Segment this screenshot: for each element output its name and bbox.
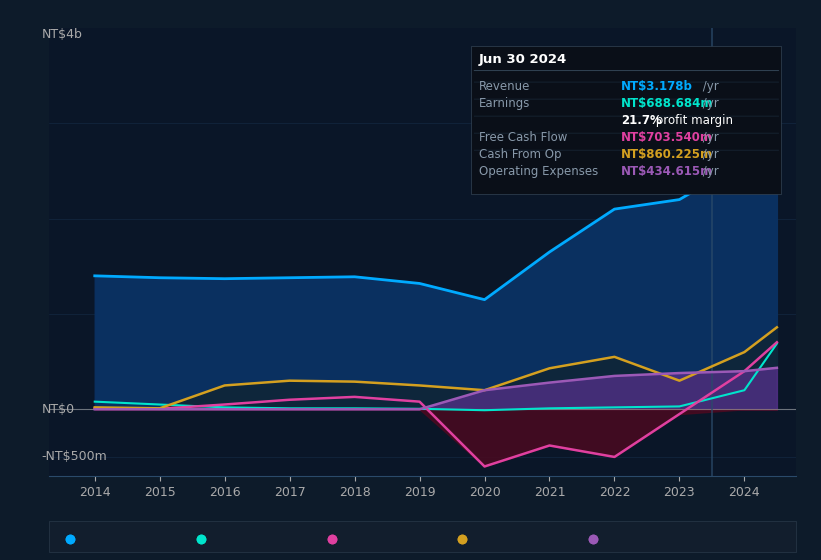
Text: /yr: /yr <box>699 165 719 178</box>
Revenue <box>350 273 360 280</box>
Text: Free Cash Flow: Free Cash Flow <box>342 528 430 541</box>
Cash From Op <box>350 378 360 385</box>
Revenue <box>220 276 230 282</box>
Earnings <box>415 405 424 412</box>
FancyBboxPatch shape <box>471 46 782 194</box>
Operating Expenses <box>609 372 619 379</box>
Cash From Op <box>220 382 230 389</box>
Text: Operating Expenses: Operating Expenses <box>479 165 598 178</box>
Operating Expenses <box>350 406 360 413</box>
Revenue <box>772 103 782 110</box>
FancyBboxPatch shape <box>49 521 796 552</box>
Revenue <box>89 273 99 279</box>
Cash From Op <box>89 404 99 410</box>
Text: Cash From Op: Cash From Op <box>473 528 555 541</box>
Line: Cash From Op: Cash From Op <box>94 327 777 408</box>
Operating Expenses <box>415 406 424 413</box>
Earnings <box>350 405 360 412</box>
Cash From Op <box>155 405 165 412</box>
Earnings <box>89 398 99 405</box>
Cash From Op <box>609 353 619 360</box>
Cash From Op <box>415 382 424 389</box>
Text: Revenue: Revenue <box>80 528 132 541</box>
Revenue <box>415 280 424 287</box>
Operating Expenses <box>155 406 165 413</box>
Revenue <box>740 158 750 165</box>
Revenue <box>479 296 489 303</box>
Cash From Op <box>772 324 782 330</box>
Text: Free Cash Flow: Free Cash Flow <box>479 130 567 143</box>
Text: Revenue: Revenue <box>80 528 132 541</box>
Text: Revenue: Revenue <box>479 80 530 92</box>
Cash From Op <box>740 349 750 356</box>
Operating Expenses <box>772 365 782 371</box>
Text: NT$0: NT$0 <box>42 403 75 416</box>
Earnings <box>285 405 295 412</box>
Earnings <box>675 403 685 410</box>
Cash From Op <box>544 365 554 372</box>
Text: NT$860.225m: NT$860.225m <box>621 148 713 161</box>
Text: Cash From Op: Cash From Op <box>479 148 562 161</box>
Text: NT$434.615m: NT$434.615m <box>621 165 713 178</box>
Operating Expenses <box>544 379 554 386</box>
Line: Earnings: Earnings <box>94 344 777 410</box>
Line: Operating Expenses: Operating Expenses <box>94 368 777 409</box>
Text: Operating Expenses: Operating Expenses <box>603 528 722 541</box>
Operating Expenses <box>220 406 230 413</box>
Text: Earnings: Earnings <box>479 96 530 110</box>
Text: NT$3.178b: NT$3.178b <box>621 80 693 92</box>
Free Cash Flow <box>479 463 489 470</box>
Cash From Op <box>285 377 295 384</box>
Line: Revenue: Revenue <box>94 106 777 300</box>
Earnings <box>772 340 782 347</box>
Free Cash Flow <box>415 398 424 405</box>
Free Cash Flow <box>155 405 165 412</box>
Text: /yr: /yr <box>699 80 719 92</box>
Operating Expenses <box>479 387 489 394</box>
Text: /yr: /yr <box>699 148 719 161</box>
Revenue <box>285 274 295 281</box>
Cash From Op <box>479 387 489 394</box>
Operating Expenses <box>89 406 99 413</box>
Free Cash Flow <box>220 401 230 408</box>
Free Cash Flow <box>609 454 619 460</box>
Text: NT$4b: NT$4b <box>42 28 83 41</box>
Text: NT$688.684m: NT$688.684m <box>621 96 713 110</box>
Text: NT$703.540m: NT$703.540m <box>621 130 713 143</box>
Text: Jun 30 2024: Jun 30 2024 <box>479 53 567 66</box>
Text: Free Cash Flow: Free Cash Flow <box>342 528 430 541</box>
Line: Free Cash Flow: Free Cash Flow <box>94 342 777 466</box>
Operating Expenses <box>740 368 750 375</box>
Free Cash Flow <box>772 339 782 346</box>
Free Cash Flow <box>89 405 99 412</box>
Revenue <box>155 274 165 281</box>
Earnings <box>479 407 489 414</box>
Earnings <box>155 401 165 408</box>
Text: Earnings: Earnings <box>211 528 263 541</box>
Earnings <box>609 404 619 410</box>
Earnings <box>740 387 750 394</box>
Revenue <box>544 249 554 255</box>
Earnings <box>544 405 554 412</box>
Text: /yr: /yr <box>699 96 719 110</box>
Revenue <box>675 196 685 203</box>
Text: /yr: /yr <box>699 130 719 143</box>
Cash From Op <box>675 377 685 384</box>
Text: -NT$500m: -NT$500m <box>42 450 108 464</box>
Operating Expenses <box>675 370 685 376</box>
Earnings <box>220 404 230 410</box>
Free Cash Flow <box>675 410 685 417</box>
Free Cash Flow <box>544 442 554 449</box>
Text: profit margin: profit margin <box>652 114 733 127</box>
Text: 21.7%: 21.7% <box>621 114 662 127</box>
Text: Operating Expenses: Operating Expenses <box>603 528 722 541</box>
Text: Cash From Op: Cash From Op <box>473 528 555 541</box>
Text: Earnings: Earnings <box>211 528 263 541</box>
Free Cash Flow <box>350 394 360 400</box>
Free Cash Flow <box>285 396 295 403</box>
Revenue <box>609 206 619 212</box>
Free Cash Flow <box>740 368 750 375</box>
Operating Expenses <box>285 406 295 413</box>
